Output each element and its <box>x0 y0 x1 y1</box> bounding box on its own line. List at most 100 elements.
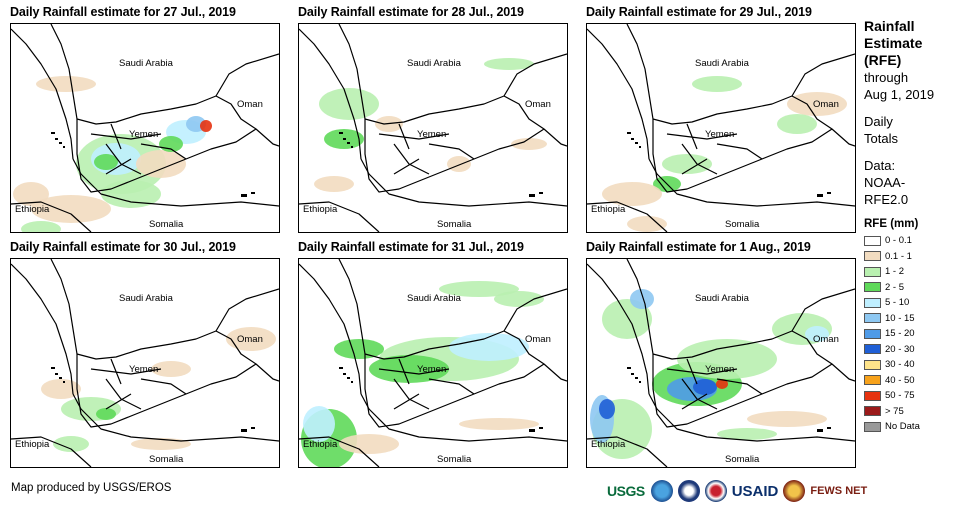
boundary-line <box>791 53 855 97</box>
island <box>59 377 62 379</box>
island <box>351 381 353 383</box>
country-label: Ethiopia <box>15 204 50 215</box>
boundary-line <box>364 95 545 193</box>
country-label: Ethiopia <box>303 439 338 450</box>
country-label: Saudi Arabia <box>407 293 462 304</box>
rainfall-area <box>226 327 276 351</box>
boundary-line <box>791 288 855 332</box>
country-label: Oman <box>525 334 551 345</box>
country-label: Somalia <box>149 454 184 465</box>
rainfall-area <box>484 58 534 70</box>
island <box>817 429 823 432</box>
usaid-logo: USAID <box>731 482 779 500</box>
rainfall-area <box>777 114 817 134</box>
island <box>347 377 350 379</box>
rainfall-area <box>787 92 847 116</box>
rfe-swatch <box>864 406 881 417</box>
island <box>627 367 631 369</box>
country-label: Yemen <box>129 129 158 140</box>
island-layer <box>627 367 831 432</box>
rfe-class-label: 0 - 0.1 <box>885 235 912 247</box>
rainfall-area <box>96 408 116 420</box>
usgs-logo: USGS <box>607 483 645 499</box>
rfe-swatch <box>864 421 881 432</box>
rainfall-area <box>314 176 354 192</box>
boundary-line <box>50 24 78 120</box>
rainfall-area <box>21 221 61 232</box>
rainfall-area <box>677 339 777 379</box>
boundary-line <box>215 53 279 97</box>
boundary-line <box>76 330 257 428</box>
island <box>51 132 55 134</box>
island <box>251 192 255 194</box>
legend-rfe-version: RFE2.0 <box>864 192 909 207</box>
country-label: Saudi Arabia <box>119 293 174 304</box>
rainfall-area <box>494 291 544 307</box>
rainfall-area <box>13 182 49 206</box>
country-label: Oman <box>237 99 263 110</box>
rainfall-area <box>303 406 335 442</box>
island <box>339 132 343 134</box>
boundary-line <box>11 436 92 467</box>
rfe-swatch <box>864 313 881 324</box>
island <box>55 373 58 375</box>
rfe-swatch <box>864 297 881 308</box>
rainfall-area <box>747 411 827 427</box>
island <box>343 373 346 375</box>
island <box>251 427 255 429</box>
country-label: Ethiopia <box>591 439 626 450</box>
country-label: Ethiopia <box>15 439 50 450</box>
panel-title: Daily Rainfall estimate for 1 Aug., 2019 <box>586 240 811 254</box>
boundary-layer <box>587 259 855 467</box>
rainfall-layer <box>41 327 276 452</box>
rfe-class-label: 5 - 10 <box>885 297 910 309</box>
country-label: Somalia <box>725 219 760 230</box>
rfe-class-row: 40 - 50 <box>864 373 964 389</box>
map-canvas: Saudi Arabia Oman Yemen Ethiopia Somalia <box>299 24 567 232</box>
rfe-class-row: 2 - 5 <box>864 280 964 296</box>
rainfall-area <box>136 150 186 178</box>
boundary-line <box>360 393 567 442</box>
rainfall-map: Saudi Arabia Oman Yemen Ethiopia Somalia <box>298 23 568 233</box>
rainfall-area <box>41 379 81 399</box>
country-label: Somalia <box>437 454 472 465</box>
boundary-line <box>587 201 668 232</box>
rainfall-panel: Daily Rainfall estimate for 28 Jul., 201… <box>298 5 570 233</box>
boundary-layer <box>299 24 567 232</box>
island <box>639 381 641 383</box>
rfe-class-label: 40 - 50 <box>885 374 915 386</box>
rfe-swatch <box>864 328 881 339</box>
boundary-layer <box>299 259 567 467</box>
boundary-layer <box>587 24 855 232</box>
rainfall-area <box>334 339 384 359</box>
rfe-class-row: No Data <box>864 419 964 435</box>
boundary-line <box>626 24 654 120</box>
boundary-line <box>72 158 279 207</box>
boundary-line <box>648 393 855 442</box>
boundary-line <box>587 28 650 160</box>
boundary-line <box>215 288 279 332</box>
rainfall-area <box>602 299 652 339</box>
country-label: Somalia <box>725 454 760 465</box>
rfe-class-row: 30 - 40 <box>864 357 964 373</box>
panel-title: Daily Rainfall estimate for 28 Jul., 201… <box>298 5 524 19</box>
legend-title-2: Estimate <box>864 35 923 51</box>
rfe-swatch <box>864 359 881 370</box>
country-label: Yemen <box>417 364 446 375</box>
island <box>241 429 247 432</box>
rfe-class-label: 20 - 30 <box>885 343 915 355</box>
rainfall-area <box>369 355 449 383</box>
boundary-line <box>299 263 362 395</box>
island-layer <box>51 367 255 432</box>
rainfall-map: Saudi Arabia Oman Yemen Ethiopia Somalia <box>10 23 280 233</box>
rfe-class-row: 1 - 2 <box>864 264 964 280</box>
boundary-line <box>11 201 92 232</box>
rfe-swatch <box>864 390 881 401</box>
rfe-swatch <box>864 251 881 262</box>
island <box>63 146 65 148</box>
rfe-swatch <box>864 235 881 246</box>
rainfall-panel: Daily Rainfall estimate for 27 Jul., 201… <box>10 5 282 233</box>
rfe-class-row: 50 - 75 <box>864 388 964 404</box>
boundary-line <box>543 128 567 147</box>
boundary-line <box>76 95 257 193</box>
